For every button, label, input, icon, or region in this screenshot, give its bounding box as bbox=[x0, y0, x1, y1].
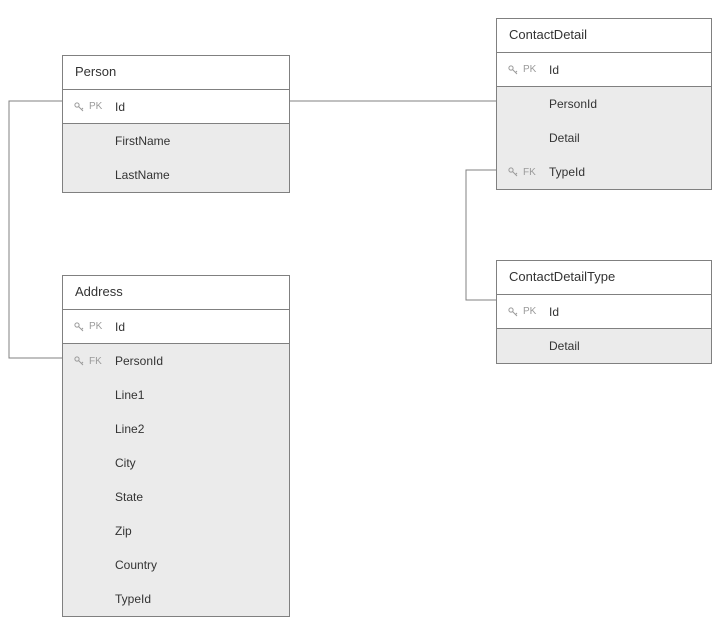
entity-title: Person bbox=[63, 56, 289, 90]
entity-column-row: FKTypeId bbox=[497, 155, 711, 189]
entity-table: PersonPKIdFirstNameLastName bbox=[62, 55, 290, 193]
column-name: TypeId bbox=[549, 165, 703, 179]
key-icon bbox=[73, 321, 85, 333]
key-type-label: PK bbox=[89, 321, 115, 332]
er-diagram: { "diagram": { "type": "entity-relations… bbox=[0, 0, 721, 631]
key-type-label: PK bbox=[523, 306, 549, 317]
entity-body: PersonId Detail FKTypeId bbox=[497, 87, 711, 189]
column-name: LastName bbox=[115, 168, 281, 182]
entity-column-row: Line1 bbox=[63, 378, 289, 412]
column-name: TypeId bbox=[115, 592, 281, 606]
entity-column-row: PersonId bbox=[497, 87, 711, 121]
entity-body: FKPersonId Line1 Line2 City State Zip Country T… bbox=[63, 344, 289, 616]
entity-column-row: PKId bbox=[63, 90, 289, 124]
key-icon bbox=[507, 166, 519, 178]
column-name: PersonId bbox=[549, 97, 703, 111]
entity-column-row: Detail bbox=[497, 121, 711, 155]
entity-title: ContactDetailType bbox=[497, 261, 711, 295]
key-icon bbox=[507, 306, 519, 318]
entity-table: ContactDetailPKIdPersonIdDetailFKTypeId bbox=[496, 18, 712, 190]
column-name: Detail bbox=[549, 131, 703, 145]
column-name: Id bbox=[549, 305, 703, 319]
entity-table: ContactDetailTypePKIdDetail bbox=[496, 260, 712, 364]
entity-column-row: Detail bbox=[497, 329, 711, 363]
key-type-label: PK bbox=[89, 101, 115, 112]
column-name: Country bbox=[115, 558, 281, 572]
key-icon-cell bbox=[503, 64, 523, 76]
entity-column-row: State bbox=[63, 480, 289, 514]
column-name: Zip bbox=[115, 524, 281, 538]
key-icon bbox=[507, 64, 519, 76]
key-type-label: FK bbox=[523, 167, 549, 178]
column-name: PersonId bbox=[115, 354, 281, 368]
column-name: State bbox=[115, 490, 281, 504]
entity-body: Detail bbox=[497, 329, 711, 363]
entity-column-row: PKId bbox=[63, 310, 289, 344]
entity-column-row: PKId bbox=[497, 295, 711, 329]
key-icon-cell bbox=[69, 101, 89, 113]
column-name: Line1 bbox=[115, 388, 281, 402]
key-icon-cell bbox=[69, 355, 89, 367]
key-type-label: FK bbox=[89, 356, 115, 367]
key-icon-cell bbox=[503, 306, 523, 318]
entity-column-row: FirstName bbox=[63, 124, 289, 158]
entity-body: FirstName LastName bbox=[63, 124, 289, 192]
entity-column-row: LastName bbox=[63, 158, 289, 192]
key-icon-cell bbox=[503, 166, 523, 178]
entity-column-row: City bbox=[63, 446, 289, 480]
key-icon bbox=[73, 355, 85, 367]
entity-column-row: Line2 bbox=[63, 412, 289, 446]
key-icon-cell bbox=[69, 321, 89, 333]
entity-table: AddressPKIdFKPersonIdLine1Line2CityState… bbox=[62, 275, 290, 617]
column-name: Id bbox=[115, 320, 281, 334]
entity-column-row: PKId bbox=[497, 53, 711, 87]
entity-title: Address bbox=[63, 276, 289, 310]
column-name: Detail bbox=[549, 339, 703, 353]
entity-column-row: Zip bbox=[63, 514, 289, 548]
entity-column-row: TypeId bbox=[63, 582, 289, 616]
entity-title: ContactDetail bbox=[497, 19, 711, 53]
column-name: City bbox=[115, 456, 281, 470]
entity-column-row: FKPersonId bbox=[63, 344, 289, 378]
entity-column-row: Country bbox=[63, 548, 289, 582]
column-name: Id bbox=[549, 63, 703, 77]
key-icon bbox=[73, 101, 85, 113]
key-type-label: PK bbox=[523, 64, 549, 75]
column-name: Line2 bbox=[115, 422, 281, 436]
column-name: FirstName bbox=[115, 134, 281, 148]
column-name: Id bbox=[115, 100, 281, 114]
